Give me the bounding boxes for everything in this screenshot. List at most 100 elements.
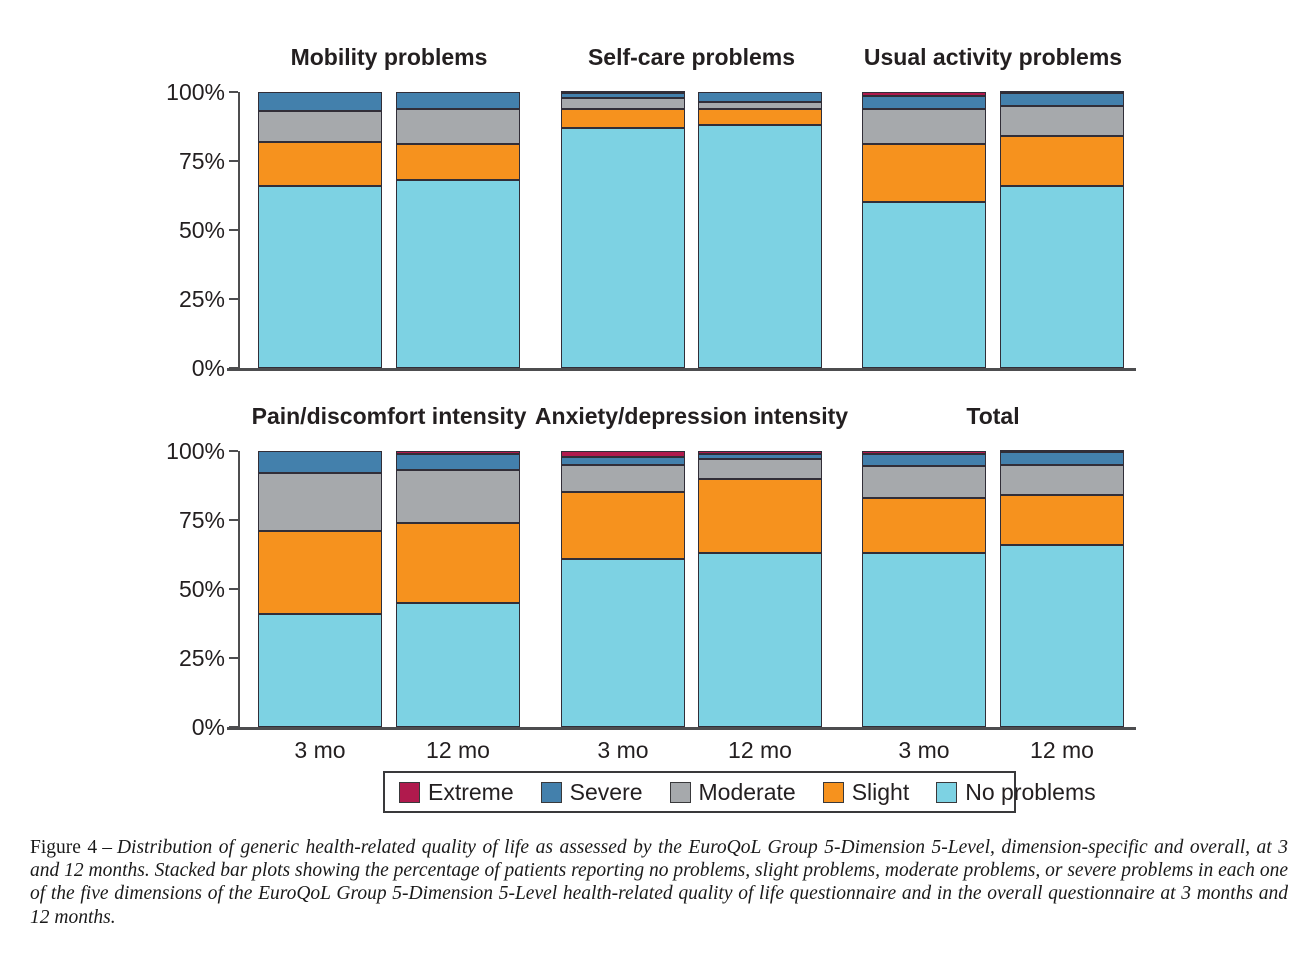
y-tick-label: 50% [178,217,225,243]
bar-segment-moderate [561,97,685,109]
x-category-label: 3 mo [597,737,649,763]
y-tick-label: 0% [191,355,225,381]
bar-segment-moderate [561,464,685,493]
stacked-bar-3-mo [258,451,382,727]
stacked-bar-12-mo [396,92,520,368]
y-axis-tick [229,91,238,93]
bar-segment-no-problems [862,202,986,368]
legend-item-moderate: Moderate [669,779,796,806]
bar-segment-severe [1000,452,1124,465]
y-tick-label: 0% [191,714,225,740]
x-category-label: 12 mo [728,737,792,763]
panel-title: Usual activity problems [863,44,1123,70]
bar-segment-moderate [862,466,986,498]
y-tick-label: 25% [178,645,225,671]
stacked-bar-12-mo [396,451,520,727]
bar-segment-extreme [561,451,685,457]
y-axis-tick [229,657,238,659]
bar-segment-slight [698,108,822,126]
stacked-bar-3-mo [258,92,382,368]
bar-segment-severe [258,451,382,474]
panel-title: Pain/discomfort intensity [251,403,527,429]
x-axis-baseline [227,368,1136,371]
bar-segment-slight [561,108,685,128]
legend-item-severe: Severe [540,778,643,806]
bar-segment-extreme [561,91,685,94]
bar-segment-severe [561,93,685,98]
figure-caption: Figure 4– Distribution of generic health-… [30,836,1288,929]
bar-segment-moderate [1000,464,1124,496]
bar-segment-moderate [396,470,520,523]
bar-segment-slight [698,478,822,554]
legend-item-no-problems: No problems [936,778,1096,806]
bar-segment-no-problems [1000,544,1124,727]
stacked-bar-3-mo [862,92,986,368]
y-axis-line [238,92,240,370]
extreme-swatch-icon [399,781,420,803]
panel-title: Self-care problems [587,44,796,70]
bar-segment-moderate [1000,105,1124,137]
bar-segment-severe [258,92,382,112]
stacked-bar-12-mo [698,451,822,727]
bar-segment-severe [698,92,822,102]
bar-segment-moderate [396,108,520,145]
stacked-bar-3-mo [561,451,685,727]
bar-segment-slight [862,144,986,203]
legend-label: Slight [851,778,910,805]
x-category-label: 12 mo [426,737,490,763]
x-category-label: 3 mo [898,737,950,763]
bar-segment-slight [396,144,520,181]
no-problems-swatch-icon [936,781,958,803]
bar-segment-moderate [258,111,382,142]
bar-segment-severe [561,456,685,465]
legend-label: Extreme [428,778,514,805]
bar-segment-severe [862,453,986,467]
caption-text: Distribution of generic health-related q… [30,837,1288,928]
bar-segment-extreme [698,451,822,454]
caption-dash: – [102,837,112,858]
bar-segment-no-problems [1000,185,1124,368]
moderate-swatch-icon [669,781,691,803]
bar-segment-slight [258,141,382,186]
bar-segment-severe [396,92,520,109]
legend: Extreme Severe Moderate Slight No proble… [383,771,1096,813]
bar-segment-moderate [258,473,382,532]
panel-title: Mobility problems [290,44,488,70]
bar-segment-severe [1000,93,1124,106]
legend-item-slight: Slight [822,778,910,806]
y-tick-label: 50% [178,576,225,602]
stacked-bar-12-mo [1000,450,1124,727]
y-tick-label: 100% [166,438,225,464]
bar-segment-severe [698,453,822,460]
bar-segment-no-problems [396,602,520,727]
stacked-bar-3-mo [862,451,986,727]
bar-segment-slight [396,522,520,603]
bar-segment-severe [862,96,986,109]
y-tick-label: 100% [166,79,225,105]
bar-segment-no-problems [396,180,520,368]
y-tick-label: 75% [178,148,225,174]
caption-label: Figure 4 [30,837,98,858]
stacked-bar-3-mo [561,91,685,368]
bar-segment-slight [1000,136,1124,186]
legend-label: Severe [569,778,643,805]
bar-segment-extreme [1000,91,1124,94]
bar-segment-no-problems [698,125,822,368]
severe-swatch-icon [540,781,562,803]
bar-segment-no-problems [561,127,685,368]
y-axis-tick [229,229,238,231]
bar-segment-no-problems [561,558,685,727]
bar-segment-slight [862,497,986,554]
bar-segment-extreme [862,92,986,97]
bar-segment-slight [258,531,382,614]
legend-item-extreme: Extreme [399,779,514,806]
stacked-bar-12-mo [1000,91,1124,368]
bar-segment-slight [561,492,685,559]
bar-segment-moderate [862,108,986,145]
legend-label: No problems [965,778,1096,805]
bar-segment-extreme [862,451,986,454]
x-axis-baseline [227,727,1136,730]
bar-segment-no-problems [862,553,986,727]
y-axis-tick [229,160,238,162]
stacked-bar-12-mo [698,92,822,368]
